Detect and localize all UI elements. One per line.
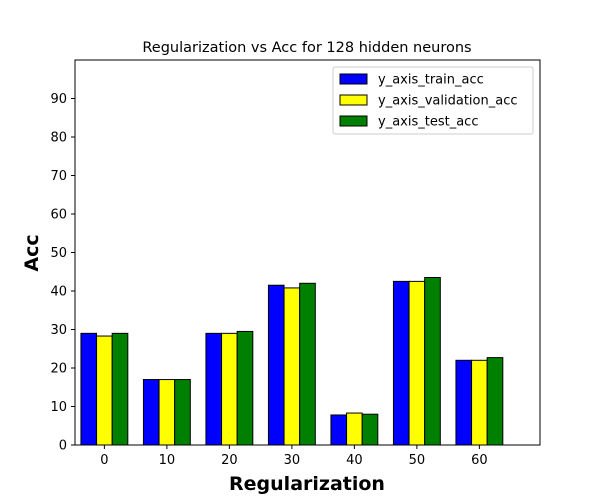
y-tick-label: 20 — [50, 362, 67, 377]
legend: y_axis_train_acc y_axis_validation_acc y_a… — [332, 66, 534, 135]
bar-1-0 — [96, 335, 113, 446]
y-tick-label: 60 — [50, 208, 67, 223]
y-tick-label: 70 — [50, 169, 67, 184]
x-tick-label: 0 — [100, 453, 108, 468]
bar-0-0 — [80, 332, 98, 446]
bar-2-10 — [174, 379, 191, 446]
bar-1-60 — [471, 359, 488, 446]
bar-2-60 — [486, 357, 504, 446]
bar-2-0 — [111, 332, 129, 446]
bar-1-40 — [346, 412, 363, 446]
plot-frame — [74, 59, 541, 446]
bar-2-40 — [361, 413, 379, 446]
ticks-layer: 0 10 20 30 40 50 60 0 10 20 30 40 50 60 70 80 90 — [50, 92, 487, 468]
y-tick-label: 40 — [50, 285, 67, 300]
bar-0-20 — [205, 332, 223, 446]
y-tick-label: 0 — [59, 439, 67, 454]
bar-1-30 — [283, 287, 301, 446]
bar-1-10 — [158, 379, 176, 446]
legend-swatch — [339, 73, 368, 85]
bar-2-20 — [236, 330, 254, 446]
x-tick-label: 50 — [409, 453, 426, 468]
x-tick-label: 60 — [471, 453, 488, 468]
bar-2-50 — [424, 277, 441, 446]
bar-1-20 — [221, 332, 238, 446]
y-tick-label: 90 — [50, 92, 67, 107]
x-tick-label: 10 — [159, 453, 176, 468]
y-tick-label: 80 — [50, 131, 67, 146]
bar-2-30 — [299, 282, 316, 446]
x-tick-label: 40 — [346, 453, 363, 468]
bar-1-50 — [408, 280, 426, 446]
bar-0-40 — [330, 414, 348, 446]
y-tick-label: 50 — [50, 246, 67, 261]
legend-label: y_axis_train_acc — [378, 73, 484, 88]
legend-label: y_axis_test_acc — [378, 115, 478, 130]
legend-label: y_axis_validation_acc — [378, 94, 518, 109]
bar-0-10 — [142, 379, 160, 446]
y-tick-label: 30 — [50, 323, 67, 338]
y-axis-label: Acc — [21, 234, 43, 271]
chart-title: Regularization vs Acc for 128 hidden neu… — [142, 40, 471, 56]
bar-0-50 — [392, 280, 410, 446]
bars-layer — [80, 277, 504, 446]
bar-0-30 — [267, 284, 285, 446]
x-tick-label: 30 — [284, 453, 301, 468]
bar-0-60 — [455, 359, 473, 446]
y-tick-label: 10 — [50, 400, 67, 415]
legend-swatch — [339, 94, 368, 106]
legend-swatch — [339, 115, 368, 127]
x-tick-label: 20 — [221, 453, 238, 468]
legend-frame — [332, 66, 534, 135]
x-axis-label: Regularization — [229, 473, 385, 495]
